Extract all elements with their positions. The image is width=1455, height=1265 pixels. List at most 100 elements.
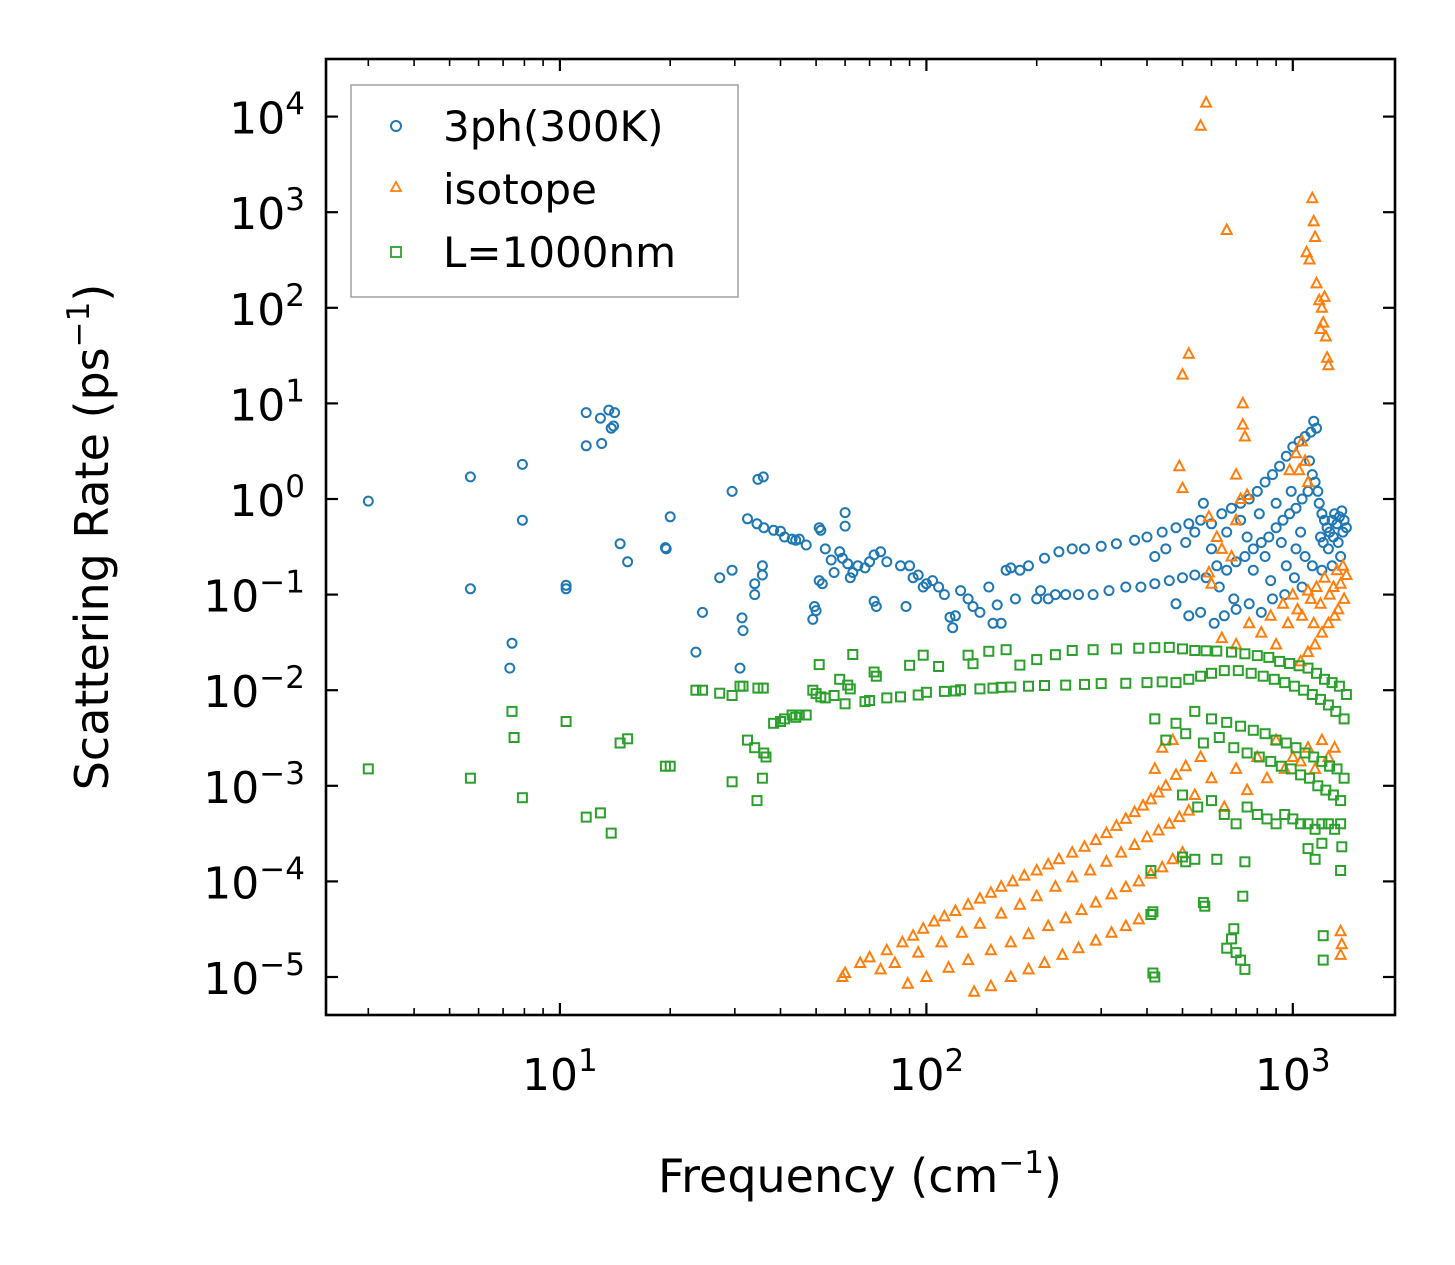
data-point bbox=[1240, 782, 1254, 796]
data-point bbox=[1308, 229, 1322, 242]
y-tick-label: 10−2 bbox=[203, 660, 305, 718]
data-point bbox=[1340, 689, 1352, 700]
data-point bbox=[1160, 734, 1172, 746]
data-point bbox=[1204, 576, 1219, 589]
data-point bbox=[1313, 321, 1328, 334]
y-tick-label-exp: −2 bbox=[259, 660, 305, 696]
data-point bbox=[1240, 487, 1254, 500]
data-point bbox=[967, 984, 981, 997]
data-point bbox=[1339, 567, 1354, 580]
data-point bbox=[839, 507, 851, 519]
data-point bbox=[862, 949, 877, 963]
data-point bbox=[1180, 537, 1192, 548]
data-point bbox=[868, 595, 880, 607]
plot-frame bbox=[324, 57, 1397, 1017]
data-point bbox=[1253, 751, 1265, 763]
y-tick-label-exp: −5 bbox=[259, 947, 305, 983]
data-point bbox=[1247, 543, 1259, 555]
data-point bbox=[1307, 213, 1321, 227]
data-point bbox=[1228, 923, 1240, 935]
data-point bbox=[1295, 818, 1307, 830]
data-point bbox=[506, 637, 518, 649]
data-point bbox=[1317, 537, 1329, 548]
data-point bbox=[1132, 873, 1146, 887]
data-point bbox=[1141, 531, 1153, 543]
data-point bbox=[1135, 581, 1147, 593]
data-point bbox=[1311, 667, 1322, 679]
data-point bbox=[1263, 531, 1275, 543]
data-point bbox=[904, 659, 916, 671]
data-point bbox=[726, 776, 738, 788]
data-point bbox=[1229, 761, 1243, 774]
data-point bbox=[1202, 509, 1216, 522]
data-point bbox=[1099, 825, 1114, 839]
data-point bbox=[737, 625, 749, 637]
data-point bbox=[881, 692, 893, 704]
data-point bbox=[1265, 755, 1277, 767]
data-point bbox=[594, 807, 606, 819]
y-tick-label-exp: −4 bbox=[259, 851, 305, 887]
data-point bbox=[1079, 678, 1090, 690]
data-point bbox=[1299, 244, 1314, 258]
x-tick-label-base: 10 bbox=[889, 1050, 945, 1101]
data-point bbox=[1147, 906, 1159, 918]
data-point bbox=[1163, 641, 1175, 653]
data-point bbox=[560, 579, 572, 591]
data-point bbox=[900, 601, 912, 612]
data-point bbox=[1021, 961, 1036, 975]
data-point bbox=[1232, 665, 1244, 677]
data-point bbox=[961, 897, 975, 910]
data-point bbox=[1009, 593, 1021, 605]
data-point bbox=[1226, 933, 1237, 945]
data-point bbox=[1218, 665, 1230, 677]
data-point bbox=[1183, 673, 1195, 685]
data-point bbox=[1014, 659, 1026, 671]
data-point bbox=[1005, 681, 1017, 693]
data-point bbox=[1193, 749, 1208, 762]
data-point bbox=[1295, 526, 1307, 538]
data-point bbox=[1030, 888, 1044, 902]
data-point bbox=[828, 567, 840, 578]
data-point bbox=[967, 658, 979, 670]
data-point bbox=[1053, 546, 1065, 558]
data-point bbox=[1110, 643, 1122, 655]
data-point bbox=[560, 583, 572, 595]
data-point bbox=[1048, 879, 1063, 892]
data-point bbox=[664, 760, 676, 772]
data-point bbox=[1202, 564, 1216, 578]
data-point bbox=[1189, 853, 1201, 865]
data-point bbox=[1144, 791, 1158, 805]
data-point bbox=[813, 575, 825, 587]
data-point bbox=[1183, 518, 1195, 530]
data-point bbox=[1151, 822, 1166, 836]
data-point bbox=[1313, 596, 1328, 609]
data-point bbox=[1119, 879, 1133, 893]
data-point bbox=[1270, 522, 1282, 534]
data-point bbox=[1103, 585, 1115, 597]
data-point bbox=[768, 524, 780, 536]
data-point bbox=[834, 546, 846, 558]
y-tick-label-base: 10 bbox=[203, 572, 259, 623]
data-point bbox=[1333, 576, 1348, 589]
x-tick-label: 103 bbox=[1255, 1043, 1331, 1101]
data-point bbox=[1065, 869, 1079, 883]
data-point bbox=[1322, 699, 1334, 711]
data-point bbox=[609, 407, 621, 419]
data-point bbox=[1312, 292, 1326, 306]
data-point bbox=[1337, 526, 1349, 538]
data-point bbox=[955, 684, 967, 696]
data-point bbox=[1156, 676, 1168, 688]
data-point bbox=[756, 569, 768, 581]
data-point bbox=[800, 539, 812, 551]
data-point bbox=[1296, 493, 1308, 505]
data-point bbox=[1136, 797, 1150, 811]
data-point bbox=[1211, 853, 1223, 865]
data-point bbox=[1182, 802, 1196, 816]
data-point bbox=[1079, 543, 1090, 555]
y-tick-label-exp: 0 bbox=[285, 469, 305, 505]
data-point bbox=[984, 885, 998, 898]
data-point bbox=[983, 645, 995, 657]
data-point bbox=[596, 438, 608, 449]
data-point bbox=[751, 795, 763, 807]
data-point bbox=[927, 575, 939, 587]
